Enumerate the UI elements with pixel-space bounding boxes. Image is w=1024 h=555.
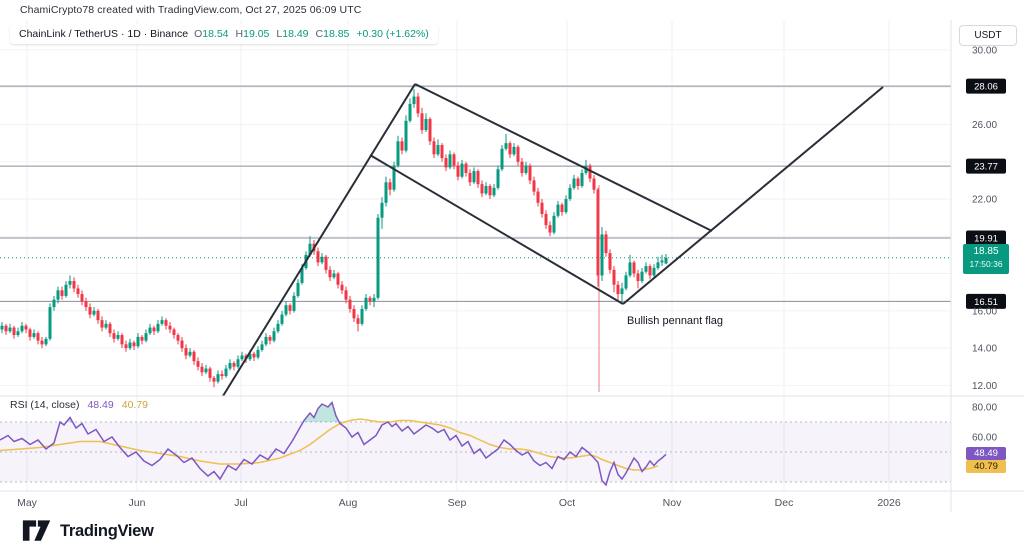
- svg-text:22.00: 22.00: [972, 195, 997, 206]
- current-price-value: 18.85: [973, 246, 999, 257]
- high-label: H: [235, 28, 244, 40]
- svg-text:60.00: 60.00: [972, 433, 997, 444]
- currency-toggle-button[interactable]: USDT: [959, 25, 1017, 46]
- svg-text:Sep: Sep: [448, 497, 467, 509]
- high-value: 19.05: [243, 28, 270, 40]
- tradingview-wordmark: TradingView: [60, 521, 154, 540]
- time-axis[interactable]: [0, 491, 951, 512]
- svg-text:19.91: 19.91: [974, 233, 998, 244]
- close-label: C: [315, 28, 324, 40]
- rsi-ma-value: 40.79: [121, 399, 149, 411]
- svg-text:30.00: 30.00: [972, 46, 997, 57]
- open-label: O: [194, 28, 203, 40]
- svg-text:Jul: Jul: [234, 497, 247, 509]
- svg-text:Oct: Oct: [559, 497, 575, 509]
- current-price-label: 18.85 17:50:36: [963, 244, 1009, 274]
- bar-countdown: 17:50:36: [969, 258, 1003, 269]
- tradingview-logo-icon: [22, 520, 51, 541]
- svg-text:12.00: 12.00: [972, 381, 997, 392]
- tradingview-branding[interactable]: TradingView: [22, 519, 154, 543]
- rsi-indicator-legend[interactable]: RSI (14, close) 48.49 40.79: [10, 399, 148, 411]
- svg-text:Aug: Aug: [339, 497, 358, 509]
- change-value: +0.30 (+1.62%): [356, 28, 429, 40]
- rsi-value: 48.49: [87, 399, 114, 411]
- rsi-title: RSI (14, close): [10, 399, 80, 411]
- symbol-name[interactable]: ChainLink / TetherUS · 1D · Binance: [19, 28, 189, 40]
- low-value: 18.49: [282, 28, 309, 40]
- close-value: 18.85: [323, 28, 350, 40]
- symbol-legend[interactable]: ChainLink / TetherUS · 1D · Binance O18.…: [10, 24, 438, 44]
- svg-text:16.51: 16.51: [974, 297, 998, 308]
- svg-text:Jun: Jun: [129, 497, 146, 509]
- svg-text:23.77: 23.77: [974, 162, 998, 173]
- svg-text:May: May: [17, 497, 38, 509]
- svg-text:16.00: 16.00: [972, 306, 997, 317]
- rsi-axis-value-label: 48.49: [966, 447, 1006, 460]
- open-value: 18.54: [202, 28, 229, 40]
- ohlc-readout: O18.54 H19.05 L18.49 C18.85 +0.30 (+1.62…: [194, 28, 429, 40]
- low-label: L: [276, 28, 283, 40]
- svg-text:2026: 2026: [877, 497, 901, 509]
- chart-attribution: ChamiCrypto78 created with TradingView.c…: [20, 4, 362, 16]
- pennant-annotation-text[interactable]: Bullish pennant flag: [627, 315, 724, 327]
- svg-text:Nov: Nov: [663, 497, 682, 509]
- svg-text:Dec: Dec: [775, 497, 794, 509]
- svg-text:28.06: 28.06: [974, 82, 998, 93]
- rsi-ma-axis-value-label: 40.79: [966, 460, 1006, 473]
- svg-text:26.00: 26.00: [972, 120, 997, 131]
- svg-text:14.00: 14.00: [972, 344, 997, 355]
- svg-text:80.00: 80.00: [972, 403, 997, 414]
